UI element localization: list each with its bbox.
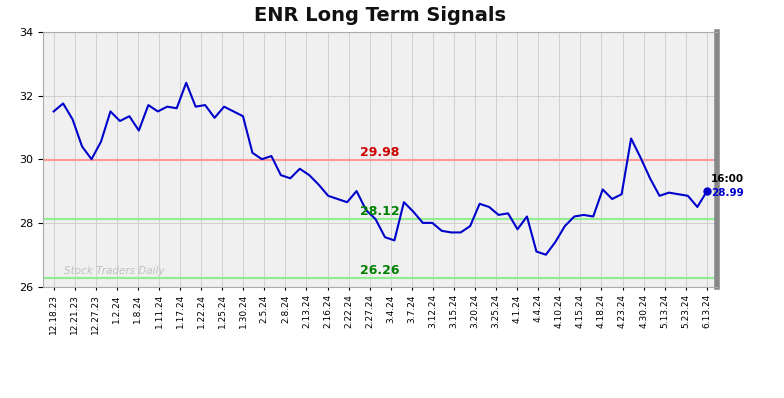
- Text: 29.98: 29.98: [360, 146, 399, 159]
- Text: 28.99: 28.99: [711, 188, 744, 198]
- Title: ENR Long Term Signals: ENR Long Term Signals: [254, 6, 506, 25]
- Text: Stock Traders Daily: Stock Traders Daily: [64, 266, 165, 277]
- Text: 26.26: 26.26: [360, 264, 400, 277]
- Text: 16:00: 16:00: [711, 174, 744, 184]
- Text: 28.12: 28.12: [360, 205, 400, 218]
